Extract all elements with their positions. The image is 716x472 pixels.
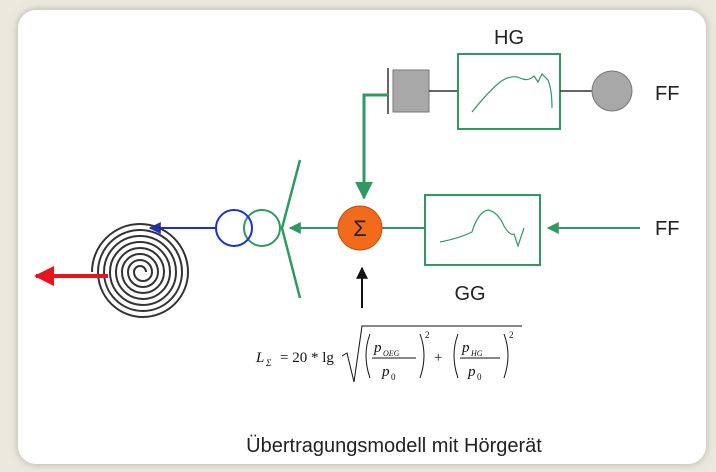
gg-curve [439, 209, 525, 248]
paren [503, 333, 509, 379]
paren [365, 333, 371, 379]
f-sub1: OEG [383, 349, 400, 358]
f-exp: 2 [509, 330, 514, 340]
hg-box [457, 53, 561, 130]
hg-arrow [355, 93, 388, 200]
f-ref: 0 [391, 372, 396, 382]
f-p: p [373, 340, 382, 356]
f-ref: 0 [477, 372, 482, 382]
f-p: p [461, 340, 470, 356]
summer-symbol: Σ [353, 216, 367, 241]
f-exp: 2 [425, 330, 430, 340]
f-p: p [381, 364, 390, 380]
ossicle [243, 209, 281, 247]
hg-label: HG [494, 27, 524, 49]
sqrt [341, 325, 522, 383]
f-sub2: HG [470, 349, 483, 358]
f-lhs-sub: Σ [265, 358, 272, 368]
f-lhs: L [255, 350, 264, 366]
formula: L Σ = 20 * lg p OEG p 0 2 + p HG p 0 2 [255, 325, 522, 383]
f-eq: = 20 * lg [280, 350, 334, 366]
caption: Übertragungsmodell mit Hörgerät [246, 435, 542, 457]
f-plus: + [434, 350, 442, 366]
microphone [591, 70, 633, 112]
ff-top: FF [655, 83, 679, 105]
cochlea [91, 223, 190, 318]
gg-label: GG [454, 283, 485, 305]
paren [419, 333, 425, 379]
gg-box [424, 194, 541, 266]
f-p: p [467, 364, 476, 380]
receiver [392, 69, 430, 113]
hg-curve [471, 72, 553, 113]
paren [453, 333, 459, 379]
eardrum [280, 159, 302, 299]
ff-bottom: FF [655, 218, 679, 240]
